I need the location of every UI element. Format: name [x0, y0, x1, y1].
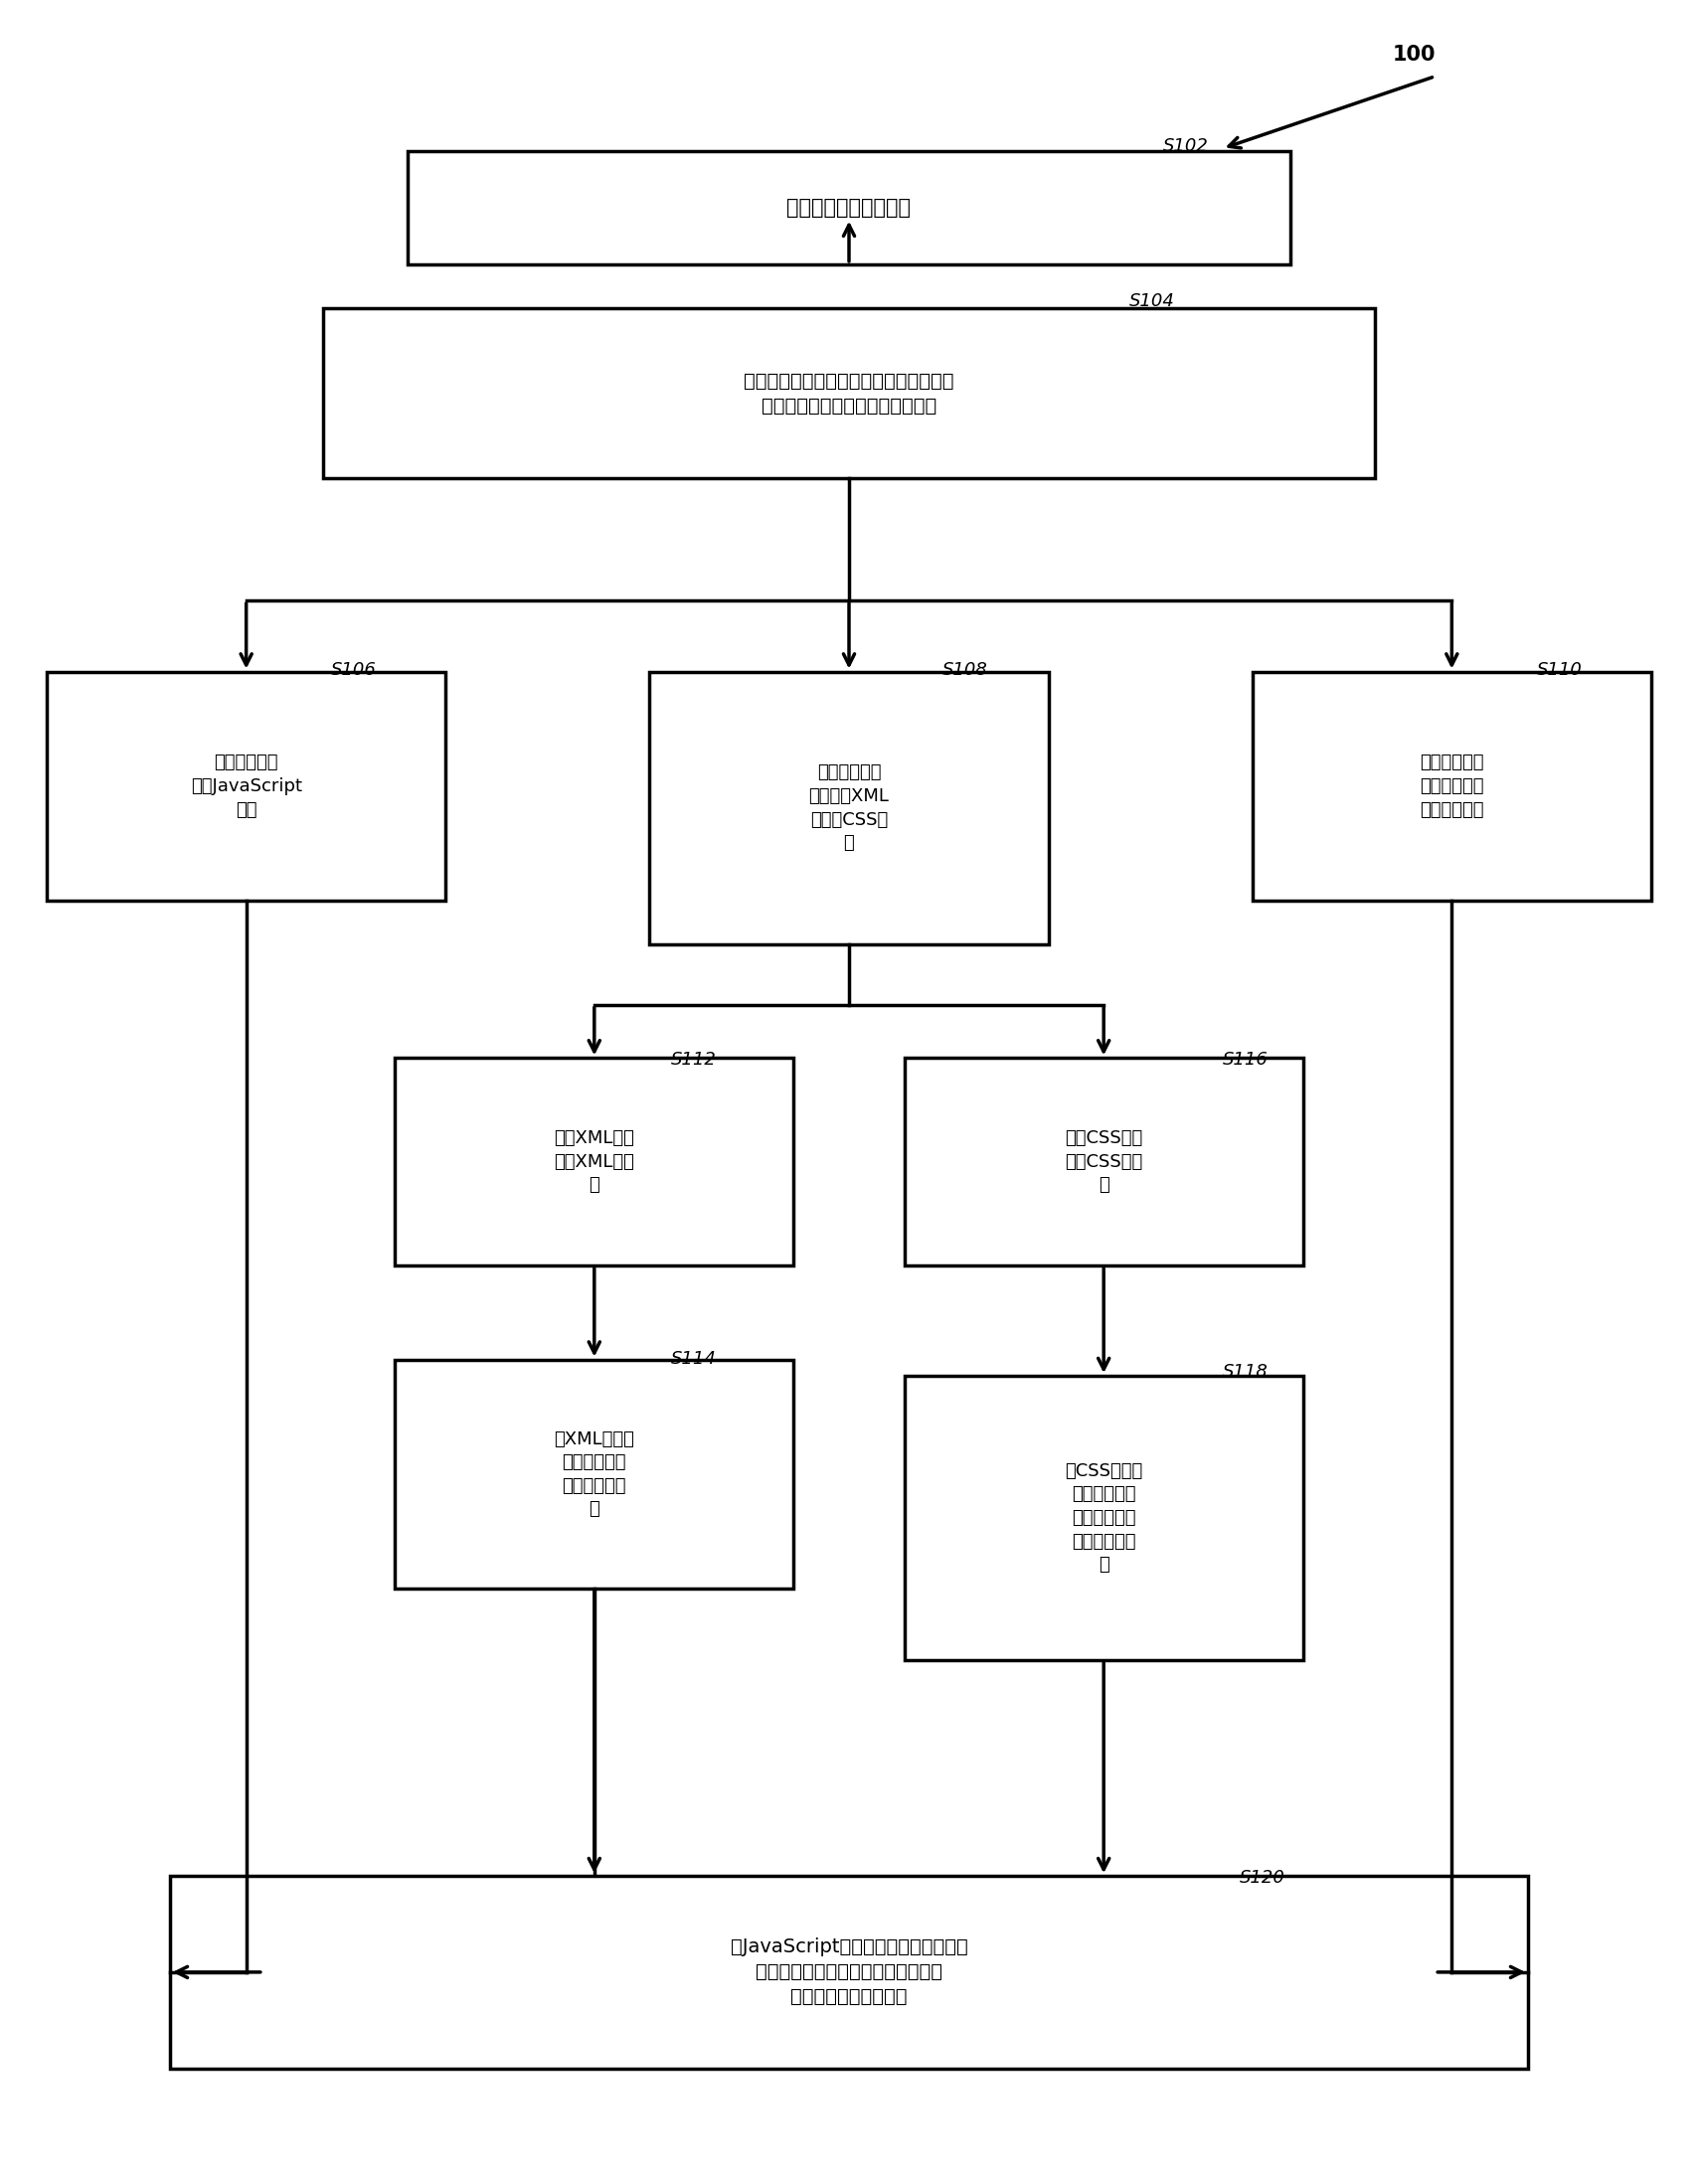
- Text: 从页面样式文
件中获取XML
代码和CSS代
码: 从页面样式文 件中获取XML 代码和CSS代 码: [808, 764, 889, 852]
- Text: S114: S114: [670, 1350, 716, 1367]
- FancyBboxPatch shape: [1252, 673, 1649, 902]
- Text: S110: S110: [1536, 662, 1582, 679]
- Text: 按照文件类型将小程序插件代码包分成逻
辑文件、页面样式文件和配置文件: 按照文件类型将小程序插件代码包分成逻 辑文件、页面样式文件和配置文件: [743, 371, 954, 415]
- Text: S118: S118: [1222, 1363, 1268, 1380]
- Text: 根据XML代码
生成XML语法
树: 根据XML代码 生成XML语法 树: [553, 1129, 635, 1195]
- Text: S104: S104: [1129, 293, 1174, 310]
- FancyBboxPatch shape: [394, 1358, 794, 1590]
- Text: S112: S112: [670, 1051, 716, 1068]
- Text: S120: S120: [1239, 1870, 1285, 1887]
- FancyBboxPatch shape: [903, 1059, 1303, 1267]
- FancyBboxPatch shape: [903, 1376, 1303, 1660]
- Text: S102: S102: [1162, 138, 1208, 155]
- Text: 将CSS语法树
转换为小程序
架构下可解析
结构的属性信
息: 将CSS语法树 转换为小程序 架构下可解析 结构的属性信 息: [1064, 1461, 1142, 1575]
- Text: 100: 100: [1392, 44, 1434, 66]
- FancyBboxPatch shape: [394, 1059, 794, 1267]
- Text: 将JavaScript代码、小程序架构下的运
行时、属性信息以及配置信息注入小
程序以获得小程序插件: 将JavaScript代码、小程序架构下的运 行时、属性信息以及配置信息注入小 …: [730, 1937, 967, 2007]
- Text: 根据CSS代码
生成CSS语法
树: 根据CSS代码 生成CSS语法 树: [1064, 1129, 1142, 1195]
- FancyBboxPatch shape: [650, 673, 1049, 946]
- FancyBboxPatch shape: [46, 673, 445, 902]
- FancyBboxPatch shape: [322, 308, 1375, 478]
- Text: 将XML语法树
转换为小程序
架构下的运行
时: 将XML语法树 转换为小程序 架构下的运行 时: [553, 1431, 635, 1518]
- Text: 从配置文件中
获取小程序插
件的配置信息: 从配置文件中 获取小程序插 件的配置信息: [1419, 753, 1483, 819]
- Text: S116: S116: [1222, 1051, 1268, 1068]
- FancyBboxPatch shape: [170, 1876, 1527, 2068]
- Text: 从逻辑文件中
获取JavaScript
代码: 从逻辑文件中 获取JavaScript 代码: [190, 753, 302, 819]
- Text: S108: S108: [942, 662, 988, 679]
- Text: S106: S106: [331, 662, 377, 679]
- Text: 获取小程序插件代码包: 获取小程序插件代码包: [786, 197, 911, 218]
- FancyBboxPatch shape: [407, 151, 1290, 264]
